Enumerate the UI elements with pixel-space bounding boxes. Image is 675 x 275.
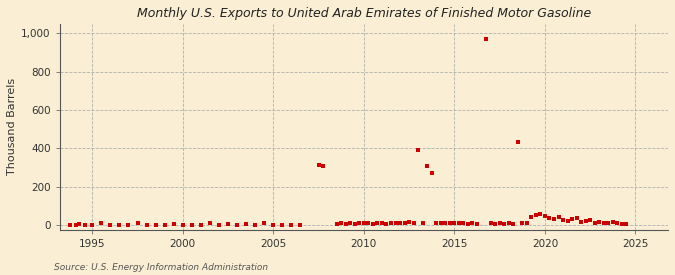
- Point: [381, 222, 392, 226]
- Point: [580, 219, 591, 223]
- Point: [123, 223, 134, 227]
- Point: [449, 221, 460, 226]
- Point: [345, 221, 356, 226]
- Point: [367, 222, 378, 226]
- Point: [313, 163, 324, 167]
- Point: [499, 222, 510, 226]
- Point: [363, 221, 374, 226]
- Point: [286, 223, 297, 227]
- Point: [70, 223, 81, 227]
- Point: [531, 213, 541, 218]
- Point: [186, 223, 197, 227]
- Point: [178, 223, 188, 227]
- Point: [295, 223, 306, 227]
- Point: [205, 221, 215, 226]
- Point: [395, 221, 406, 225]
- Point: [213, 223, 224, 227]
- Point: [571, 216, 582, 221]
- Point: [462, 222, 473, 226]
- Point: [350, 222, 360, 226]
- Point: [508, 222, 518, 226]
- Point: [517, 221, 528, 226]
- Point: [151, 223, 161, 227]
- Point: [467, 221, 478, 226]
- Point: [427, 171, 437, 175]
- Title: Monthly U.S. Exports to United Arab Emirates of Finished Motor Gasoline: Monthly U.S. Exports to United Arab Emir…: [137, 7, 591, 20]
- Point: [64, 223, 75, 227]
- Point: [494, 221, 505, 226]
- Point: [458, 221, 469, 226]
- Point: [598, 221, 609, 225]
- Point: [558, 218, 568, 222]
- Point: [608, 220, 618, 224]
- Point: [336, 221, 347, 226]
- Point: [553, 215, 564, 219]
- Point: [589, 221, 600, 225]
- Point: [114, 223, 125, 227]
- Point: [399, 221, 410, 226]
- Point: [504, 221, 514, 226]
- Point: [87, 223, 98, 227]
- Point: [621, 222, 632, 226]
- Point: [241, 222, 252, 226]
- Point: [512, 139, 523, 144]
- Point: [594, 220, 605, 224]
- Point: [141, 223, 152, 227]
- Point: [535, 212, 546, 217]
- Point: [485, 221, 496, 226]
- Point: [268, 223, 279, 227]
- Point: [435, 221, 446, 225]
- Point: [277, 223, 288, 227]
- Point: [105, 223, 115, 227]
- Point: [526, 215, 537, 219]
- Point: [385, 221, 396, 225]
- Point: [340, 222, 351, 226]
- Point: [404, 220, 414, 224]
- Point: [422, 163, 433, 168]
- Point: [472, 222, 483, 226]
- Y-axis label: Thousand Barrels: Thousand Barrels: [7, 78, 17, 175]
- Point: [74, 222, 84, 226]
- Point: [96, 221, 107, 226]
- Point: [408, 221, 419, 226]
- Point: [250, 223, 261, 227]
- Point: [79, 223, 90, 227]
- Point: [372, 221, 383, 225]
- Point: [417, 221, 428, 226]
- Point: [544, 216, 555, 221]
- Point: [612, 221, 623, 225]
- Point: [444, 221, 455, 225]
- Point: [354, 221, 364, 226]
- Point: [616, 222, 627, 226]
- Point: [232, 223, 242, 227]
- Point: [318, 163, 329, 168]
- Point: [567, 217, 578, 221]
- Point: [390, 221, 401, 226]
- Point: [259, 221, 269, 225]
- Point: [431, 221, 441, 226]
- Point: [490, 222, 501, 226]
- Point: [576, 220, 587, 224]
- Point: [223, 222, 234, 226]
- Point: [196, 223, 207, 227]
- Point: [413, 148, 424, 153]
- Point: [440, 221, 451, 226]
- Point: [562, 219, 573, 223]
- Point: [585, 218, 595, 222]
- Point: [539, 214, 550, 219]
- Point: [331, 222, 342, 226]
- Point: [168, 222, 179, 226]
- Point: [603, 221, 614, 226]
- Point: [549, 217, 560, 221]
- Point: [521, 221, 532, 226]
- Point: [481, 37, 491, 42]
- Point: [358, 221, 369, 225]
- Point: [454, 221, 464, 225]
- Point: [132, 221, 143, 225]
- Point: [377, 221, 387, 226]
- Point: [159, 223, 170, 227]
- Text: Source: U.S. Energy Information Administration: Source: U.S. Energy Information Administ…: [54, 263, 268, 272]
